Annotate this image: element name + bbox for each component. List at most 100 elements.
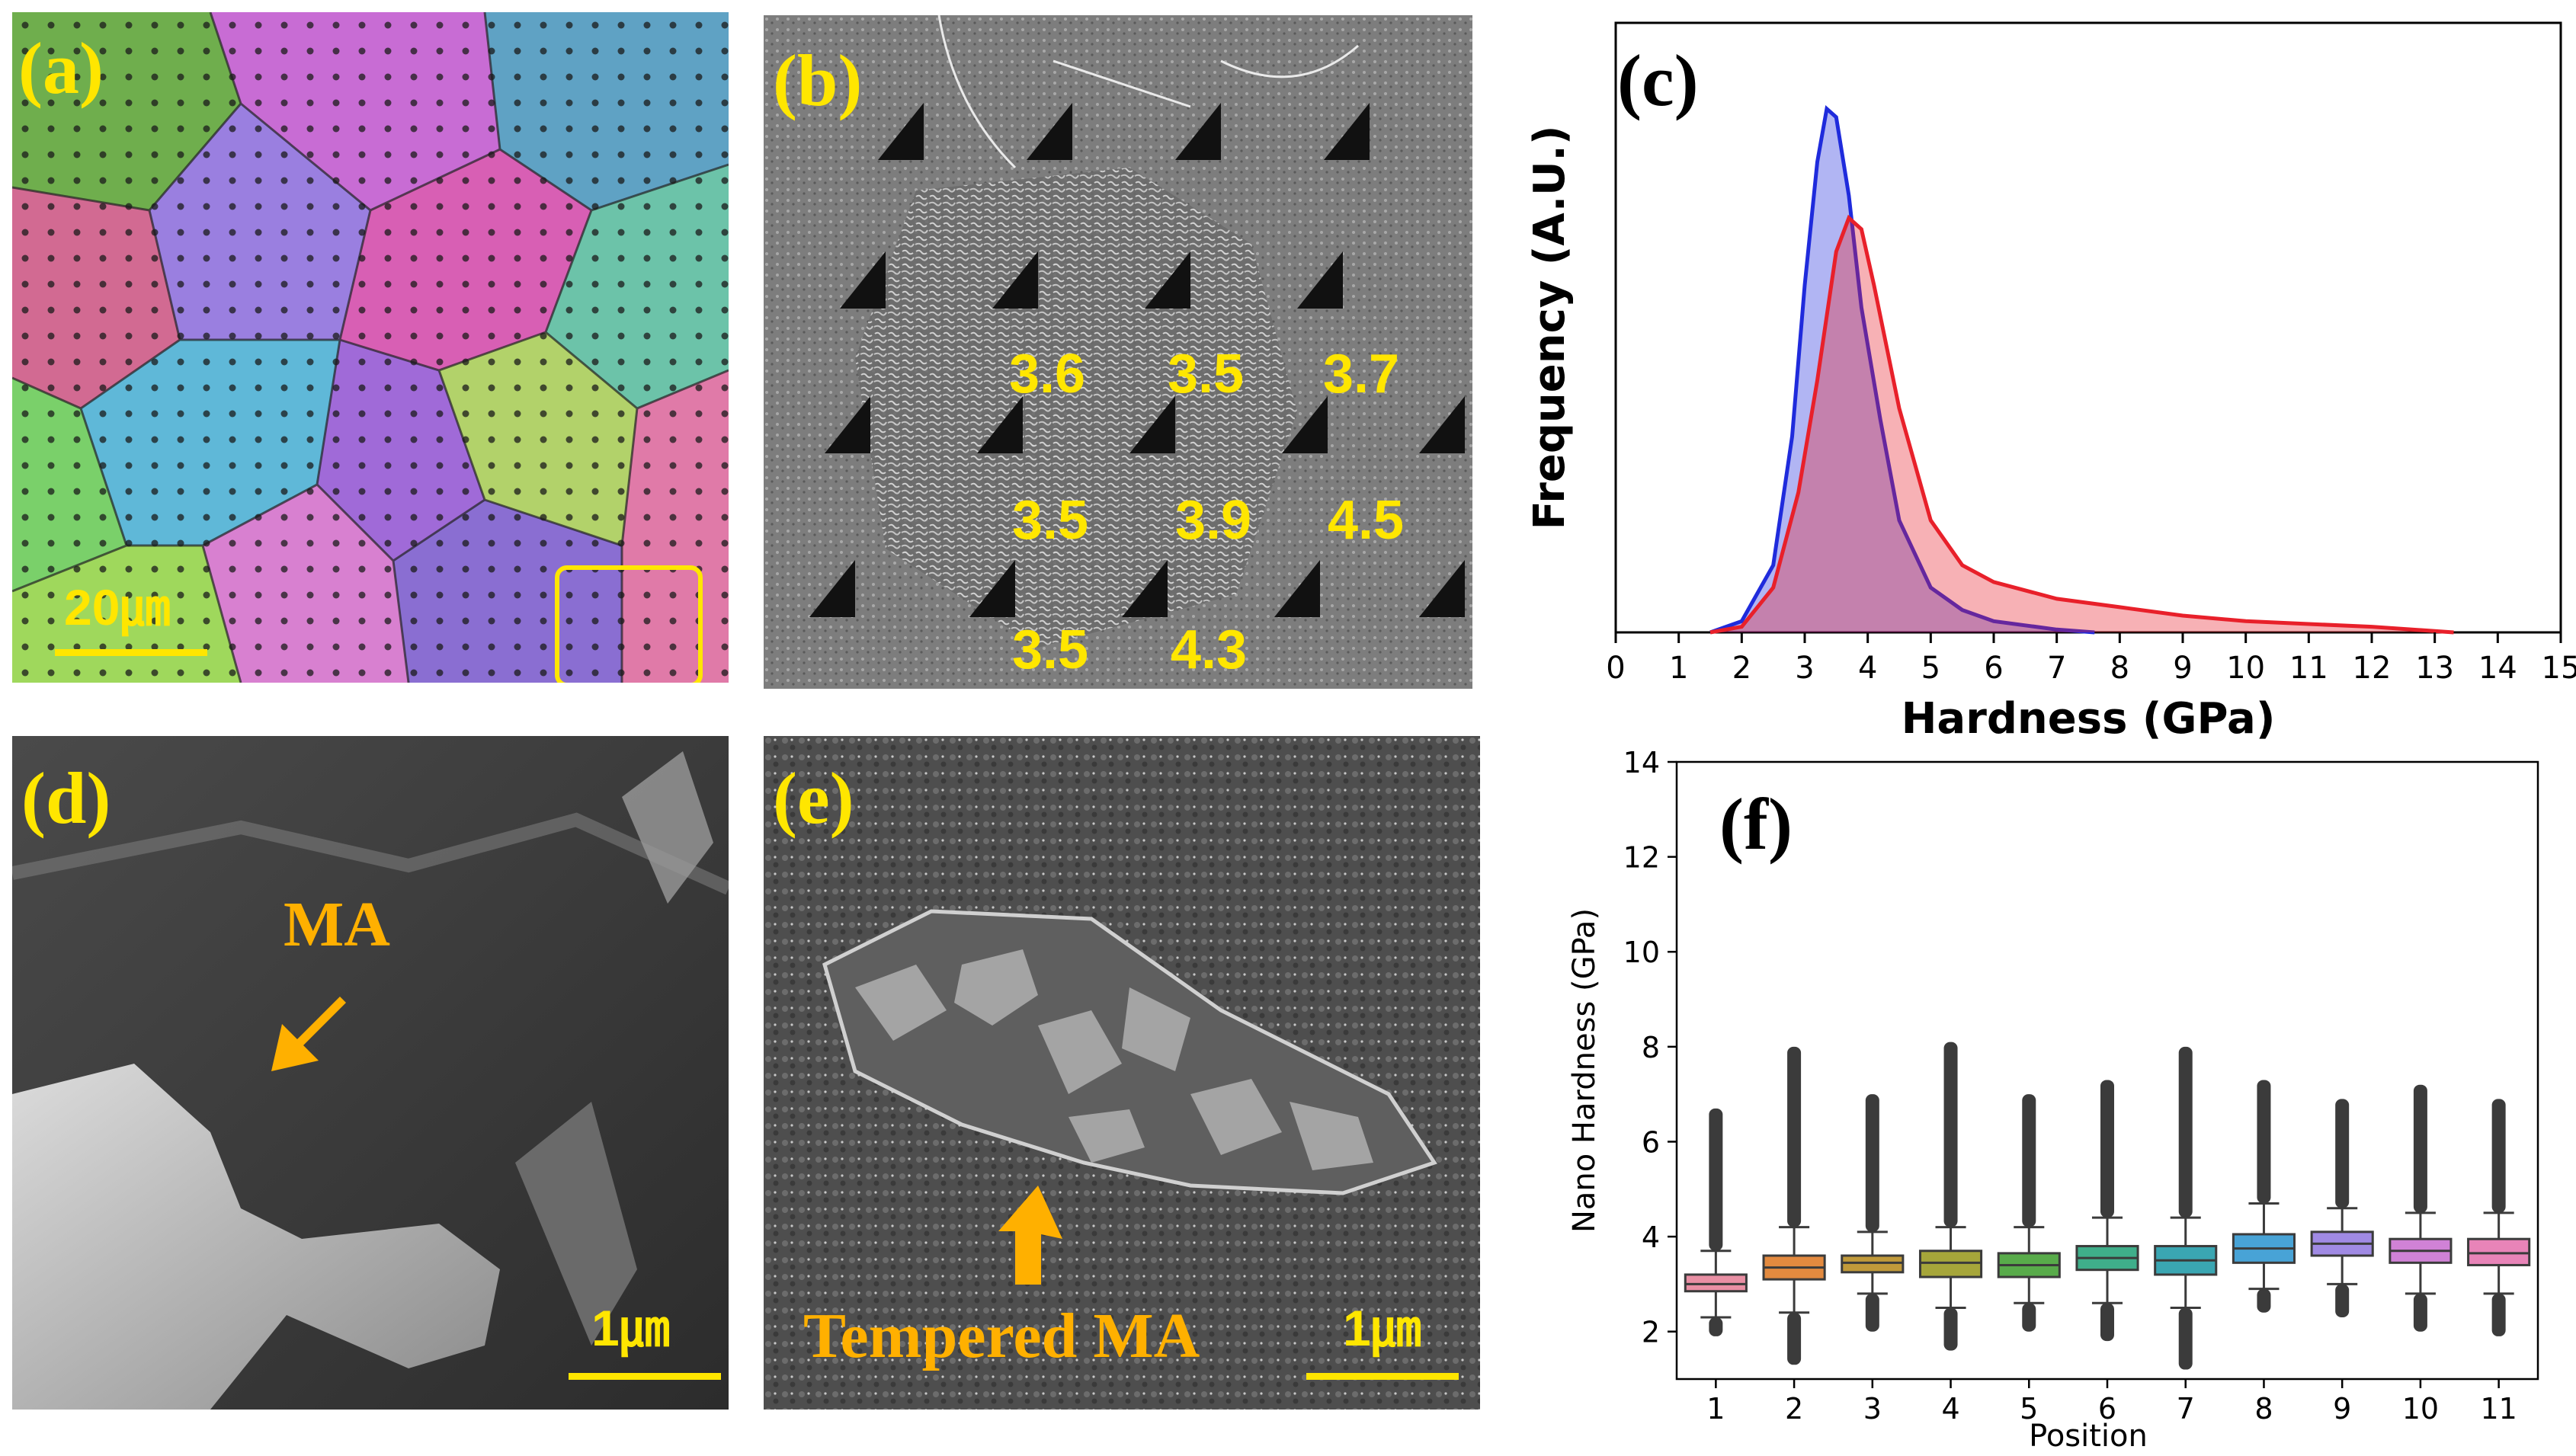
tempered-ma-annotation: Tempered MA bbox=[803, 1301, 1200, 1371]
x-tick-label: 11 bbox=[2480, 1392, 2517, 1426]
x-tick-label: 1 bbox=[1669, 651, 1688, 686]
chart-f-xlabel: Position bbox=[2029, 1419, 2148, 1454]
box-4 bbox=[1918, 1250, 1983, 1278]
outliers-high bbox=[1943, 1042, 1958, 1227]
ma-annotation: MA bbox=[284, 889, 390, 960]
panel-d-ma-sem: (d) MA 1㎛ bbox=[12, 736, 729, 1410]
box-3 bbox=[1841, 1254, 1905, 1274]
outliers-high bbox=[2178, 1046, 2193, 1218]
outliers-high bbox=[2413, 1084, 2427, 1213]
chart-c-xlabel: Hardness (GPa) bbox=[1902, 694, 2276, 744]
x-tick-label: 3 bbox=[1863, 1392, 1882, 1426]
panel-f-nano-hardness-boxplot: 2 4 6 8 10 12 14 1 2 3 4 5 6 7 8 9 10 11 Position Nano H… bbox=[1547, 747, 2576, 1456]
chart-c-ylabel: Frequency (A.U.) bbox=[1525, 126, 1575, 530]
indent-sem-image bbox=[764, 15, 1472, 689]
x-tick-label: 14 bbox=[2478, 651, 2517, 686]
x-tick-label: 6 bbox=[1984, 651, 2003, 686]
x-tick-label: 13 bbox=[2415, 651, 2454, 686]
outliers-low bbox=[1865, 1293, 1879, 1332]
x-tick-label: 5 bbox=[1921, 651, 1940, 686]
series-0-curve bbox=[1709, 104, 2095, 635]
outliers-low bbox=[2491, 1293, 2506, 1336]
y-tick-label: 8 bbox=[1642, 1031, 1660, 1064]
series-0-fill bbox=[1710, 108, 2095, 633]
hardness-value-r1c2: 3.5 bbox=[1168, 344, 1245, 405]
outliers-high bbox=[1709, 1108, 1723, 1251]
series-1-curve bbox=[1709, 214, 2454, 635]
panel-e-scale-bar bbox=[1306, 1373, 1459, 1380]
hardness-value-r1c3: 3.7 bbox=[1323, 344, 1400, 405]
hardness-value-r2c1: 3.5 bbox=[1012, 490, 1089, 551]
hardness-value-r1c1: 3.6 bbox=[1009, 344, 1086, 405]
x-tick-label: 7 bbox=[2177, 1392, 2195, 1426]
x-tick-label: 4 bbox=[1858, 651, 1877, 686]
ma-sem-image bbox=[12, 736, 729, 1410]
x-tick-label: 12 bbox=[2353, 651, 2392, 686]
x-tick-label: 9 bbox=[2173, 651, 2192, 686]
y-tick-label: 6 bbox=[1642, 1125, 1660, 1159]
x-tick-label: 7 bbox=[2047, 651, 2066, 686]
outliers-high bbox=[1865, 1094, 1879, 1232]
outliers-high bbox=[2022, 1094, 2036, 1227]
panel-a-label: (a) bbox=[18, 27, 104, 109]
x-tick-label: 11 bbox=[2289, 651, 2328, 686]
x-tick-label: 6 bbox=[2098, 1392, 2116, 1426]
panel-a-scale-bar bbox=[55, 649, 207, 656]
hardness-value-r3c1: 3.5 bbox=[1012, 619, 1089, 680]
y-tick-label: 12 bbox=[1623, 841, 1660, 875]
x-tick-label: 9 bbox=[2333, 1392, 2351, 1426]
x-tick-label: 8 bbox=[2254, 1392, 2273, 1426]
outliers-high bbox=[2100, 1080, 2114, 1218]
outliers-high bbox=[2257, 1080, 2271, 1204]
x-tick-label: 15 bbox=[2542, 651, 2576, 686]
hardness-value-r2c2: 3.9 bbox=[1175, 490, 1252, 551]
y-tick-label: 4 bbox=[1642, 1221, 1660, 1254]
tempered-ma-sem-image bbox=[764, 736, 1480, 1410]
panel-b-label: (b) bbox=[773, 40, 863, 121]
x-tick-label: 0 bbox=[1606, 651, 1625, 686]
outliers-low bbox=[2413, 1293, 2427, 1332]
panel-e-tempered-ma-sem: (e) Tempered MA 1㎛ bbox=[764, 736, 1480, 1410]
outliers-low bbox=[1943, 1307, 1958, 1351]
outliers-low bbox=[2335, 1284, 2350, 1317]
panel-d-scale-bar-text: 1㎛ bbox=[591, 1300, 670, 1356]
x-tick-label: 3 bbox=[1795, 651, 1814, 686]
outliers-low bbox=[1787, 1312, 1802, 1365]
panel-e-label: (e) bbox=[773, 757, 854, 839]
x-tick-label: 4 bbox=[1941, 1392, 1959, 1426]
y-tick-label: 10 bbox=[1623, 936, 1660, 969]
x-tick-label: 10 bbox=[2402, 1392, 2439, 1426]
x-tick-label: 1 bbox=[1706, 1392, 1725, 1426]
outliers-high bbox=[2335, 1099, 2350, 1208]
tempered-ma-arrow-icon bbox=[998, 1186, 1062, 1285]
series-1-fill bbox=[1710, 218, 2454, 633]
panel-a-ebsd-map: (a) 20㎛ bbox=[12, 12, 729, 683]
panel-f-label: (f) bbox=[1719, 783, 1793, 865]
hardness-value-r2c3: 4.5 bbox=[1328, 490, 1405, 551]
hardness-distribution-chart: 0 1 2 3 4 5 6 7 8 9 10 11 12 13 14 15 Hardness (GPa) Fr… bbox=[1525, 21, 2576, 744]
x-tick-label: 10 bbox=[2226, 651, 2265, 686]
hardness-value-r3c2: 4.3 bbox=[1171, 619, 1248, 680]
panel-b-indent-sem: (b) 3.6 3.5 3.7 3.5 3.9 4.5 3.5 4.3 bbox=[764, 15, 1472, 689]
outliers-low bbox=[2178, 1307, 2193, 1370]
outliers-high bbox=[1787, 1046, 1802, 1227]
outliers-low bbox=[2100, 1303, 2114, 1342]
panel-a-highlight-box bbox=[555, 565, 703, 683]
box-11 bbox=[2467, 1237, 2531, 1266]
outliers-low bbox=[2257, 1288, 2271, 1313]
box-1 bbox=[1684, 1273, 1748, 1293]
x-tick-label: 8 bbox=[2110, 651, 2129, 686]
panel-c-hardness-distribution: 0 1 2 3 4 5 6 7 8 9 10 11 12 13 14 15 Hardness (GPa) Fr… bbox=[1517, 0, 2576, 747]
x-tick-label: 5 bbox=[2020, 1392, 2038, 1426]
panel-e-scale-bar-text: 1㎛ bbox=[1343, 1300, 1421, 1356]
x-tick-label: 2 bbox=[1785, 1392, 1803, 1426]
outliers-low bbox=[2022, 1303, 2036, 1332]
panel-d-scale-bar bbox=[569, 1373, 721, 1380]
panel-d-label: (d) bbox=[21, 757, 111, 839]
outliers-high bbox=[2491, 1099, 2506, 1213]
y-tick-label: 14 bbox=[1623, 747, 1660, 779]
panel-a-scale-bar-text: 20㎛ bbox=[64, 579, 171, 635]
ebsd-map-image bbox=[12, 12, 729, 683]
y-tick-label: 2 bbox=[1642, 1316, 1660, 1349]
